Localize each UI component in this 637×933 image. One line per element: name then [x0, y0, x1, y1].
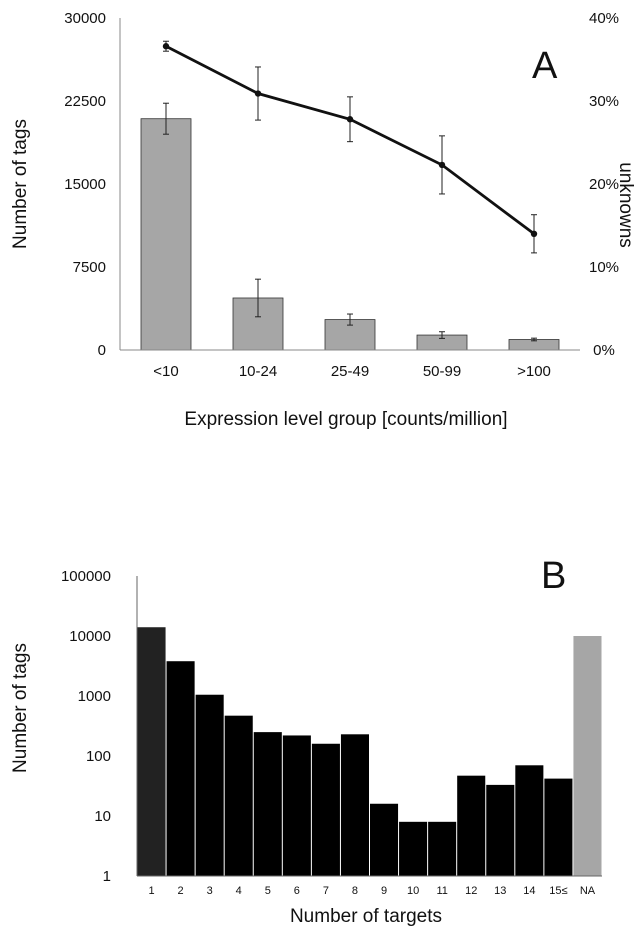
bar	[573, 636, 602, 876]
line-point	[438, 161, 446, 169]
bar	[457, 775, 486, 876]
bar	[340, 734, 369, 876]
panel-b-categories: 1 2 3 4 5 6 7 8 9 10 11 12 13 14 15≤ NA	[148, 885, 595, 897]
category-label: 2	[178, 885, 184, 897]
panel-a-line-series	[162, 40, 538, 254]
bar	[137, 627, 166, 876]
category-label: 4	[236, 885, 242, 897]
category-label: 15≤	[549, 885, 567, 897]
bar	[428, 821, 457, 876]
panel-a-y-ticks: 0 7500 15000 22500 30000	[64, 10, 106, 359]
category-label: 3	[207, 885, 213, 897]
category-label: 14	[523, 885, 535, 897]
category-label: 50-99	[423, 363, 461, 380]
panel-a-categories: <10 10-24 25-49 50-99 >100	[153, 363, 551, 380]
category-label: 7	[323, 885, 329, 897]
y-tick-label: 0	[98, 342, 106, 359]
category-label: 6	[294, 885, 300, 897]
category-label: 9	[381, 885, 387, 897]
y-tick-label: 7500	[73, 259, 106, 276]
category-label: 5	[265, 885, 271, 897]
y-tick-label: 10	[94, 808, 111, 825]
y-tick-label: 15000	[64, 176, 106, 193]
panel-b-x-axis-label: Number of targets	[290, 906, 442, 927]
y-tick-label: 10000	[69, 628, 111, 645]
y-tick-label: 100000	[61, 568, 111, 585]
panel-a-y-axis-label: Number of tags	[10, 119, 31, 249]
bar	[224, 715, 253, 876]
right-y-tick-label: 40%	[589, 10, 619, 27]
y-tick-label: 100	[86, 748, 111, 765]
line-point	[530, 230, 538, 237]
category-label: 13	[494, 885, 506, 897]
bar	[253, 732, 282, 876]
panel-a: 0 7500 15000 22500 30000 0% 10% 20% 30% 40% <10 1…	[10, 10, 636, 430]
bar	[282, 735, 311, 876]
bar	[311, 743, 340, 876]
panel-a-x-axis-label: Expression level group [counts/million]	[184, 409, 507, 430]
category-label: 25-49	[331, 363, 369, 380]
category-label: >100	[517, 363, 551, 380]
panel-b-letter: B	[541, 555, 566, 597]
line-point	[254, 90, 262, 97]
y-tick-label: 1	[103, 868, 111, 885]
category-label: 10	[407, 885, 419, 897]
y-tick-label: 1000	[78, 688, 111, 705]
category-label: 1	[148, 885, 154, 897]
panel-b-y-ticks: 1 10 100 1000 10000 100000	[61, 568, 111, 885]
category-label: 10-24	[239, 363, 277, 380]
panel-b-bars	[137, 627, 602, 876]
panel-a-right-y-ticks: 0% 10% 20% 30% 40%	[589, 10, 619, 359]
line-point	[162, 43, 170, 50]
panel-a-letter: A	[532, 45, 558, 87]
bar	[399, 821, 428, 876]
y-tick-label: 22500	[64, 93, 106, 110]
category-label: 8	[352, 885, 358, 897]
bar	[166, 661, 195, 876]
bar	[195, 694, 224, 876]
category-label: 11	[436, 885, 447, 897]
bar	[515, 765, 544, 876]
y-tick-label: 30000	[64, 10, 106, 27]
category-label: NA	[580, 885, 596, 897]
right-y-tick-label: 10%	[589, 259, 619, 276]
panel-a-bar-error-bars	[163, 102, 537, 342]
line-point	[346, 116, 354, 123]
bar	[140, 118, 192, 351]
panel-a-right-axis-label: unknowns	[615, 162, 636, 248]
category-label: <10	[153, 363, 178, 380]
panel-b-y-axis-label: Number of tags	[10, 643, 31, 773]
right-y-tick-label: 30%	[589, 93, 619, 110]
bar	[544, 778, 573, 876]
category-label: 12	[465, 885, 477, 897]
bar	[370, 803, 399, 876]
bar	[486, 784, 515, 876]
right-y-tick-label: 0%	[593, 342, 615, 359]
right-y-tick-label: 20%	[589, 176, 619, 193]
